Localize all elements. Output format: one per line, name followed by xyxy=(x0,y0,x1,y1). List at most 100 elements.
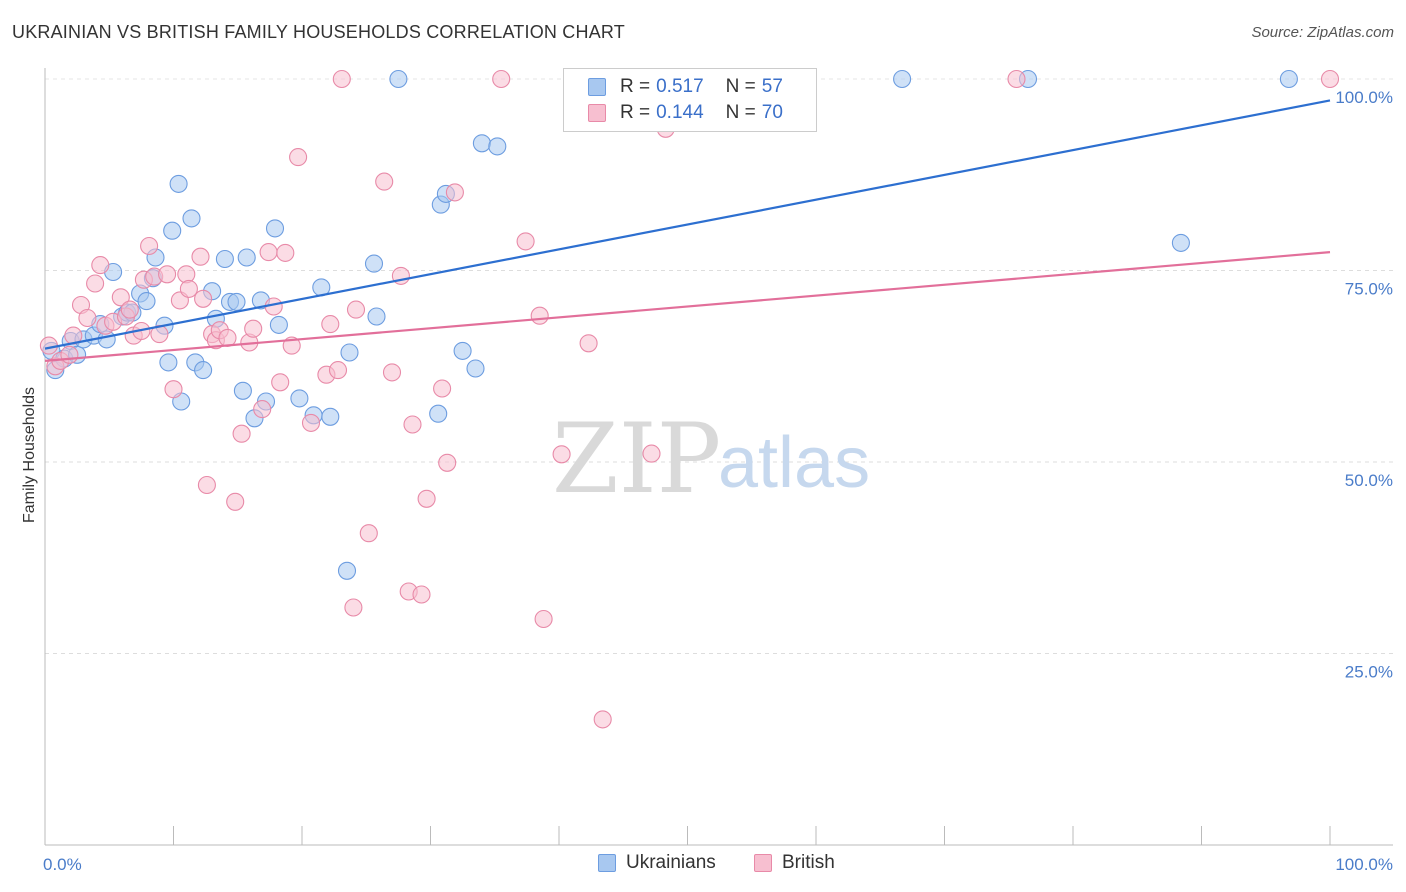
data-point-ukrainians xyxy=(159,353,178,372)
legend-row-ukrainians: R = 0.517 N = 57 xyxy=(588,75,783,99)
data-point-ukrainians xyxy=(269,315,288,334)
data-point-british xyxy=(516,232,535,251)
data-point-british xyxy=(253,400,272,419)
data-point-british xyxy=(492,69,511,89)
data-point-british xyxy=(530,306,549,325)
data-point-british xyxy=(301,413,321,432)
data-point-british xyxy=(642,444,661,463)
series-legend-ukrainians[interactable]: Ukrainians xyxy=(598,852,716,874)
data-point-british xyxy=(111,288,130,307)
legend-r-label: R = xyxy=(620,102,651,123)
data-point-british xyxy=(438,453,457,472)
data-point-british xyxy=(60,345,79,364)
series-legend: Ukrainians British xyxy=(0,852,1406,876)
data-point-british xyxy=(534,609,553,629)
data-point-british xyxy=(346,300,366,319)
source-label: Source: ZipAtlas.com xyxy=(1251,24,1394,41)
data-point-ukrainians xyxy=(169,174,188,193)
axes xyxy=(44,68,1393,846)
data-point-ukrainians xyxy=(182,209,201,228)
data-point-british xyxy=(289,148,308,167)
trend-line-ukrainians xyxy=(44,99,1331,350)
data-point-british xyxy=(179,279,198,298)
legend-r-label: R = xyxy=(620,76,651,97)
data-point-ukrainians xyxy=(453,341,472,360)
series-swatch-ukrainians xyxy=(598,854,616,872)
y-tick-label: 100.0% xyxy=(1335,88,1393,107)
data-point-british xyxy=(194,289,213,308)
correlation-legend: R = 0.517 N = 57 R = 0.144 N = 70 xyxy=(563,68,817,132)
data-point-ukrainians xyxy=(466,359,485,378)
trend-lines xyxy=(44,99,1331,362)
data-point-british xyxy=(91,256,110,275)
data-point-british xyxy=(1007,69,1026,89)
data-point-ukrainians xyxy=(215,249,234,269)
legend-r-value: 0.517 xyxy=(656,76,704,97)
watermark: ZIP atlas xyxy=(552,403,870,515)
series-label-ukrainians: Ukrainians xyxy=(626,852,716,873)
data-point-ukrainians xyxy=(233,381,252,400)
data-point-british xyxy=(332,69,351,89)
data-point-ukrainians xyxy=(194,361,213,380)
data-point-british xyxy=(1320,69,1340,89)
legend-n-label: N = xyxy=(725,76,756,97)
data-point-ukrainians xyxy=(893,69,912,89)
x-tick-label: 100.0% xyxy=(1335,855,1393,874)
data-point-british xyxy=(412,585,431,604)
data-point-ukrainians xyxy=(1279,69,1298,89)
data-point-british xyxy=(259,243,278,262)
y-tick-label: 50.0% xyxy=(1345,471,1393,490)
watermark-atlas: atlas xyxy=(718,423,870,503)
data-point-british xyxy=(593,710,612,729)
y-axis-label: Family Households xyxy=(21,387,38,523)
trend-line-british xyxy=(44,251,1331,362)
data-points xyxy=(39,69,1340,729)
data-point-ukrainians xyxy=(472,134,491,153)
data-point-british xyxy=(344,598,363,617)
data-point-british xyxy=(417,489,436,508)
data-point-ukrainians xyxy=(163,221,182,240)
data-point-british xyxy=(276,243,295,262)
data-point-british xyxy=(191,247,210,266)
data-point-british xyxy=(403,415,422,434)
y-tick-label: 25.0% xyxy=(1345,663,1393,682)
data-point-british xyxy=(232,424,251,443)
legend-n-value: 70 xyxy=(761,102,783,123)
legend-swatch-british xyxy=(588,104,606,122)
data-point-ukrainians xyxy=(488,137,507,156)
data-point-ukrainians xyxy=(237,248,256,267)
legend-n-label: N = xyxy=(725,102,756,123)
data-point-ukrainians xyxy=(367,307,386,326)
data-point-british xyxy=(375,172,394,191)
data-point-ukrainians xyxy=(364,254,384,273)
data-point-british xyxy=(579,334,598,353)
series-swatch-british xyxy=(754,854,772,872)
data-point-ukrainians xyxy=(137,292,156,311)
data-point-ukrainians xyxy=(429,404,448,423)
legend-r-value: 0.144 xyxy=(656,102,704,123)
data-point-british xyxy=(78,308,97,328)
data-point-ukrainians xyxy=(1171,233,1190,252)
data-point-british xyxy=(321,315,340,334)
data-point-british xyxy=(39,336,58,355)
watermark-zip: ZIP xyxy=(552,403,721,515)
data-point-ukrainians xyxy=(290,389,309,408)
data-point-british xyxy=(382,363,402,382)
y-tick-label: 75.0% xyxy=(1345,280,1393,299)
series-british xyxy=(39,69,1340,729)
data-point-british xyxy=(86,274,105,293)
data-point-british xyxy=(140,236,159,256)
x-tick-label: 0.0% xyxy=(43,855,82,874)
data-point-ukrainians xyxy=(337,561,357,580)
data-point-british xyxy=(226,492,245,511)
tick-labels: 25.0% 50.0% 75.0% 100.0% 0.0% 100.0% xyxy=(43,88,1393,874)
legend-swatch-ukrainians xyxy=(588,78,606,96)
series-legend-british[interactable]: British xyxy=(754,852,835,874)
data-point-british xyxy=(271,373,290,392)
gridlines xyxy=(45,78,1393,654)
data-point-ukrainians xyxy=(389,69,408,89)
data-point-british xyxy=(164,380,183,399)
data-point-ukrainians xyxy=(227,292,246,311)
data-point-british xyxy=(359,524,378,543)
